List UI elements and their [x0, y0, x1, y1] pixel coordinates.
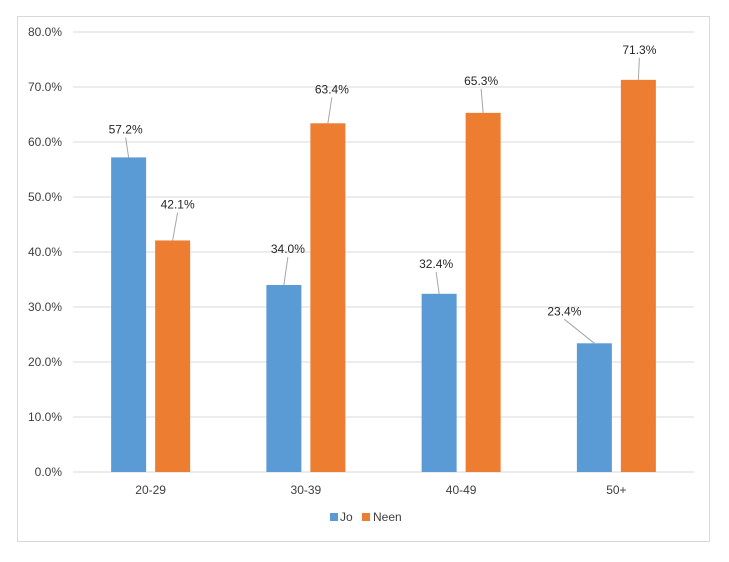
y-tick-label: 80.0%	[28, 25, 62, 39]
bar-neen-20-29	[155, 240, 191, 472]
bar-neen-40-49	[465, 112, 501, 472]
y-tick-label: 30.0%	[28, 300, 62, 314]
legend-label-neen: Neen	[373, 510, 402, 524]
legend-swatch-jo	[330, 513, 338, 521]
data-label: 57.2%	[109, 122, 143, 136]
leader-line	[172, 212, 179, 241]
y-axis-ticks: 0.0% 10.0% 20.0% 30.0% 40.0% 50.0% 60.0% 70.0% 8…	[28, 25, 62, 479]
leader-line	[564, 318, 595, 344]
y-tick-label: 40.0%	[28, 245, 62, 259]
leader-line	[480, 88, 484, 113]
x-tick-label: 30-39	[291, 483, 322, 497]
y-tick-label: 10.0%	[28, 410, 62, 424]
data-label: 32.4%	[419, 257, 453, 271]
bar-jo-20-29	[111, 157, 147, 472]
y-tick-label: 70.0%	[28, 80, 62, 94]
data-labels: 57.2% 42.1% 34.0% 63.4% 32.4% 65.3% 23.4% 71.3%	[109, 43, 657, 344]
leader-line	[637, 57, 640, 80]
leader-line	[125, 137, 130, 158]
data-label: 34.0%	[271, 242, 305, 256]
data-label: 65.3%	[464, 74, 498, 88]
x-axis-ticks: 20-29 30-39 40-49 50+	[135, 483, 626, 497]
bar-jo-30-39	[266, 285, 302, 472]
legend-label-jo: Jo	[340, 510, 353, 524]
bar-jo-40-49	[421, 293, 457, 472]
y-tick-label: 0.0%	[35, 465, 63, 479]
bar-neen-30-39	[310, 123, 346, 473]
data-label: 42.1%	[161, 197, 195, 211]
data-label: 63.4%	[315, 82, 349, 96]
x-tick-label: 20-29	[135, 483, 166, 497]
leader-line	[283, 256, 289, 286]
x-tick-label: 50+	[606, 483, 626, 497]
bar-neen-50+	[620, 79, 656, 472]
leader-line	[327, 97, 333, 124]
leader-line	[435, 271, 440, 294]
bars	[111, 79, 656, 473]
bar-jo-50+	[576, 343, 612, 472]
y-tick-label: 50.0%	[28, 190, 62, 204]
legend-swatch-neen	[362, 513, 370, 521]
data-label: 23.4%	[547, 304, 581, 318]
data-label: 71.3%	[622, 43, 656, 57]
legend: Jo Neen	[330, 510, 402, 524]
y-tick-label: 20.0%	[28, 355, 62, 369]
y-tick-label: 60.0%	[28, 135, 62, 149]
x-tick-label: 40-49	[446, 483, 477, 497]
